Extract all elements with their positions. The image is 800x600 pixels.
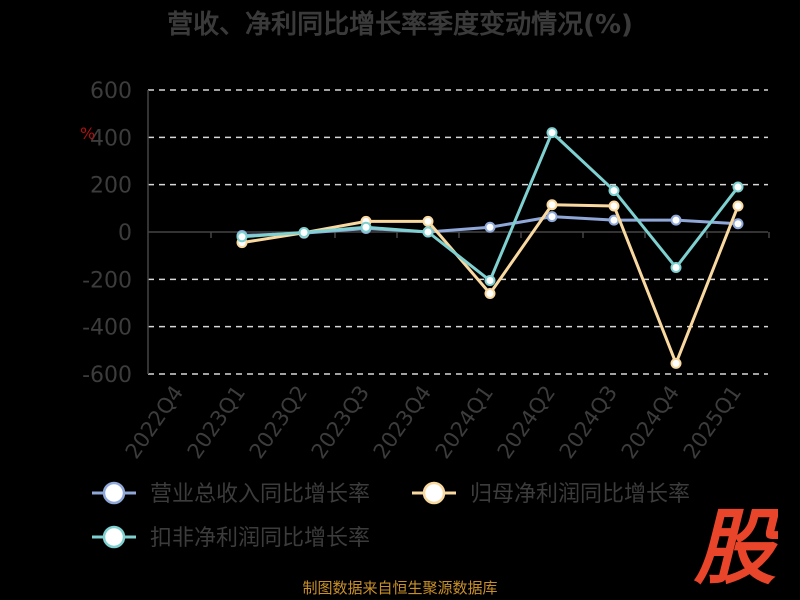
series-line (241, 131, 740, 283)
y-tick-label: 0 (118, 221, 132, 246)
data-point (608, 185, 620, 197)
y-tick-label: 400 (90, 126, 132, 151)
legend-marker (102, 481, 126, 505)
data-point (670, 357, 682, 369)
data-point (546, 211, 558, 223)
legend-label: 归母净利润同比增长率 (470, 482, 690, 507)
data-point (484, 275, 496, 287)
legend-label: 营业总收入同比增长率 (150, 482, 370, 507)
y-tick-label: -400 (82, 316, 132, 341)
data-point (484, 288, 496, 300)
legend-item: 营业总收入同比增长率 (92, 481, 370, 507)
data-point (732, 181, 744, 193)
x-tick-label: 2023Q3 (307, 381, 374, 463)
data-point (608, 200, 620, 212)
data-point (546, 127, 558, 139)
series-lines (236, 127, 744, 369)
x-tick-label: 2024Q2 (493, 381, 560, 463)
logo: 股 (693, 502, 778, 588)
legend-item: 扣非净利润同比增长率 (92, 525, 370, 551)
legend-marker (422, 481, 446, 505)
footer-source: 制图数据来自恒生聚源数据库 (302, 579, 498, 597)
x-tick-label: 2024Q1 (431, 381, 498, 463)
data-point (732, 200, 744, 212)
y-tick-label: -600 (82, 363, 132, 388)
data-point (236, 231, 248, 243)
x-tick-label: 2023Q4 (369, 381, 436, 463)
axes (147, 90, 770, 374)
x-tick-label: 2024Q3 (555, 381, 622, 463)
data-point (670, 214, 682, 226)
x-tick-label: 2025Q1 (679, 381, 746, 463)
legend-label: 扣非净利润同比增长率 (150, 526, 370, 551)
y-tick-label: 200 (90, 174, 132, 199)
data-point (546, 199, 558, 211)
logo-glyph: 股 (693, 502, 778, 588)
legend-marker (102, 525, 126, 549)
x-tick-label: 2023Q1 (183, 381, 250, 463)
data-point (422, 215, 434, 227)
data-point (298, 226, 310, 238)
y-tick-label: 600 (90, 79, 132, 104)
x-tick-label: 2024Q4 (617, 381, 684, 463)
data-point (360, 221, 372, 233)
y-tick-label: -200 (82, 268, 132, 293)
legend-item: 归母净利润同比增长率 (412, 481, 690, 507)
data-point (422, 226, 434, 238)
x-tick-label: 2023Q2 (245, 381, 312, 463)
data-point (670, 262, 682, 273)
grid-lines (148, 89, 768, 375)
y-unit-marker: % (80, 124, 95, 143)
data-point (484, 221, 496, 233)
x-tick-labels: 2022Q42023Q12023Q22023Q32023Q42024Q12024… (121, 381, 746, 463)
data-point (732, 218, 744, 230)
x-tick-label: 2022Q4 (121, 381, 188, 463)
y-tick-labels: 600 400 200 0 -200 -400 -600 (82, 79, 132, 388)
chart-title: 营收、净利同比增长率季度变动情况(%) (167, 10, 633, 40)
